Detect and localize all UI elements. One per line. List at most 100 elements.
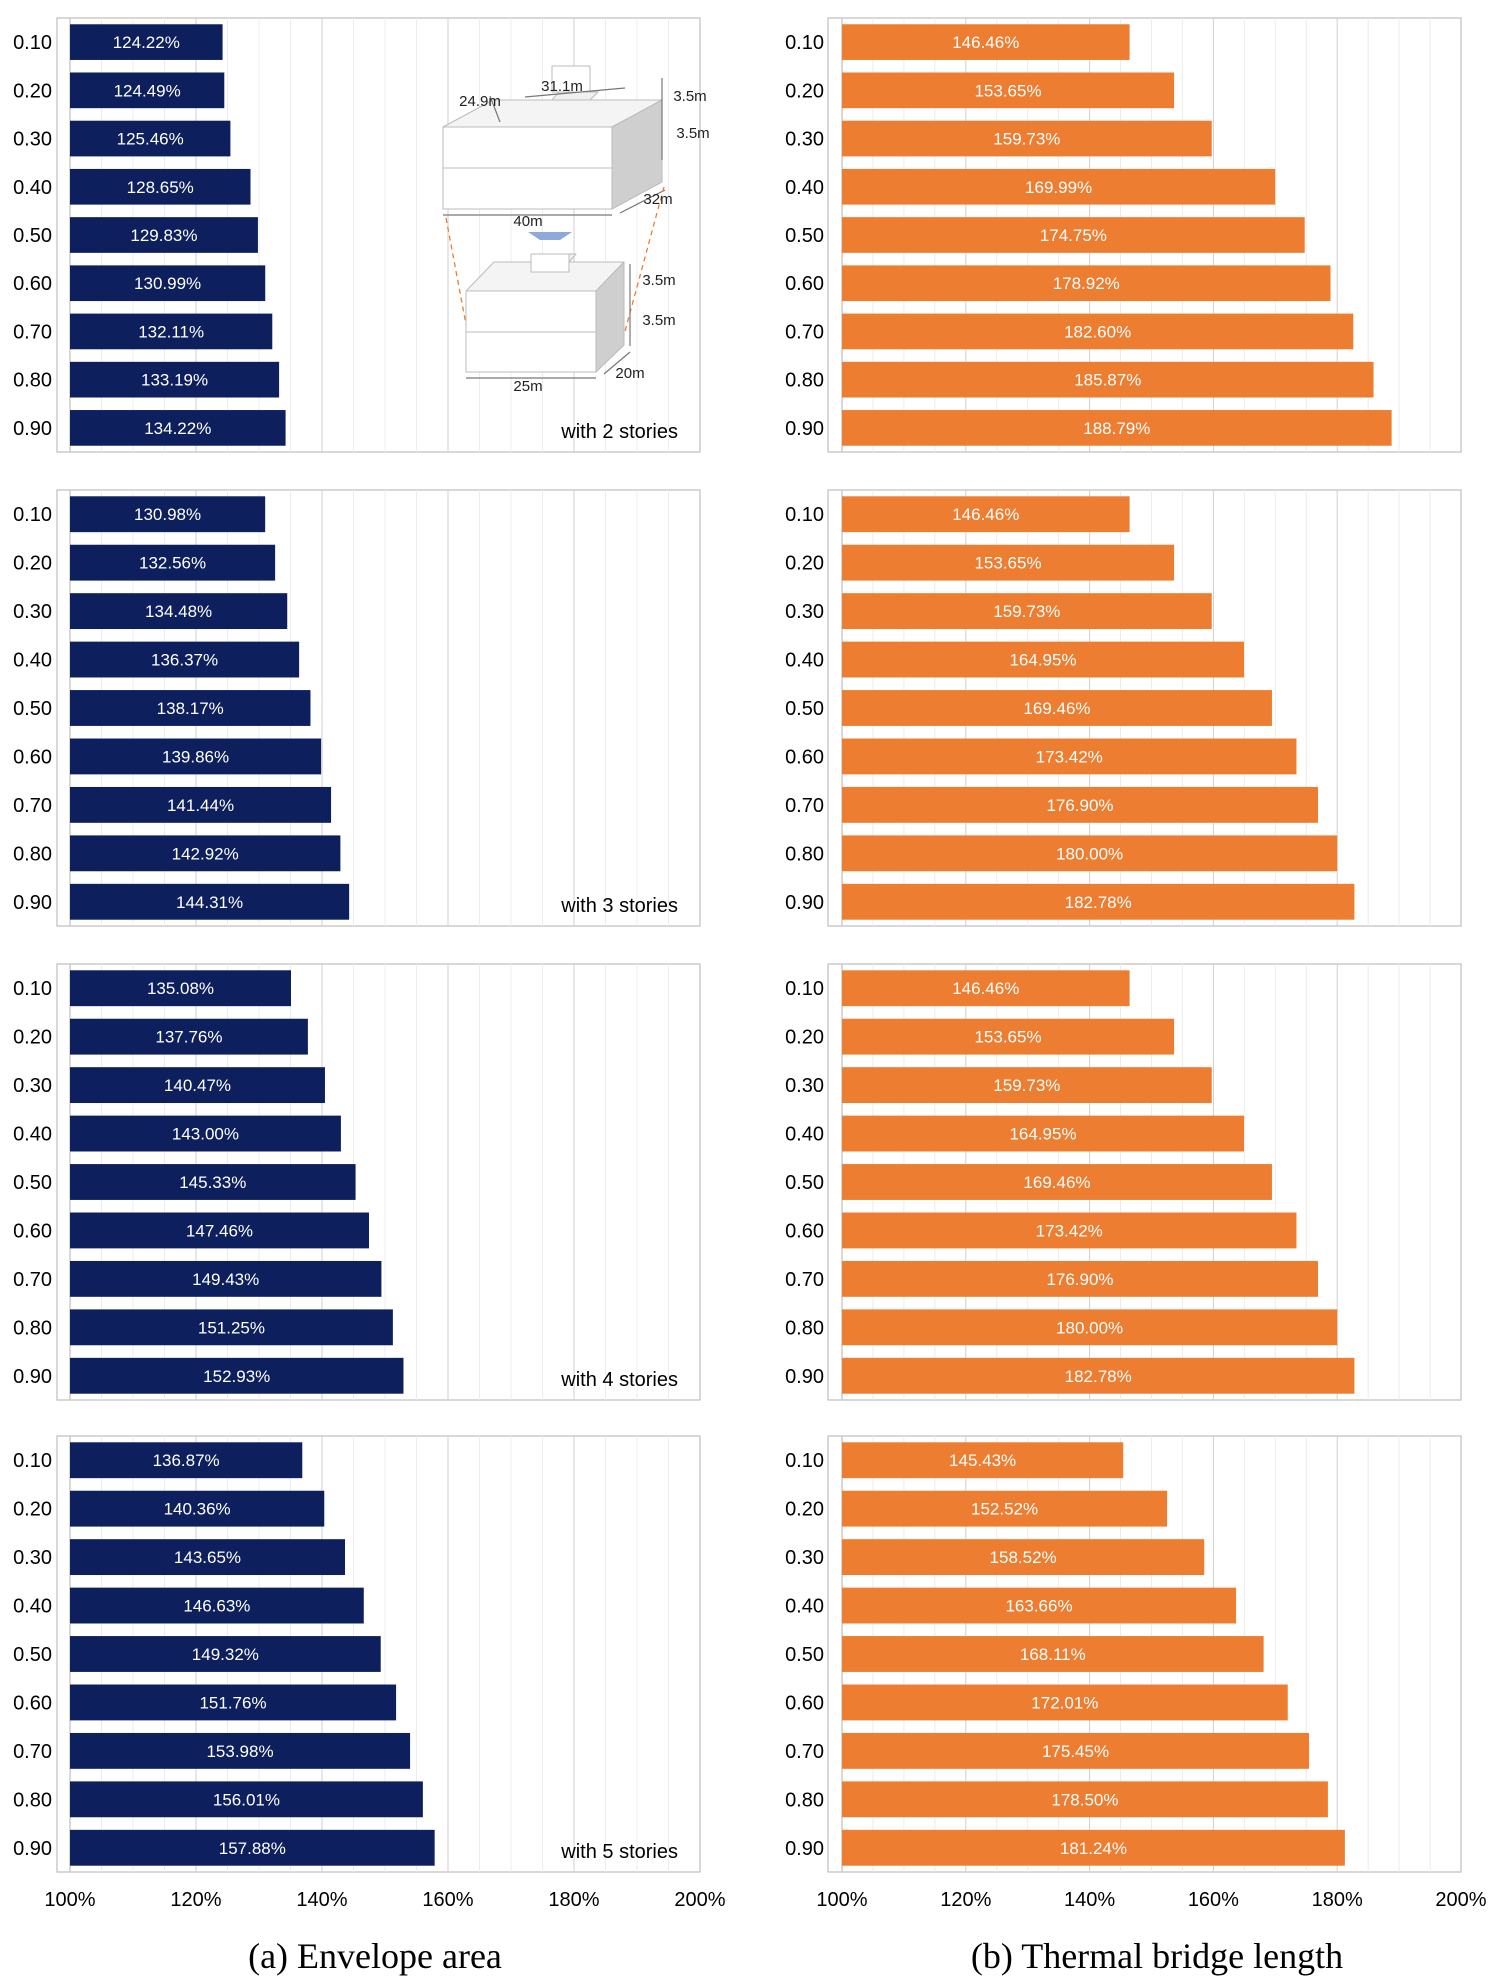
building-inset-diagram: 31.1m 24.9m 3.5m 3.5m 32m 40m 3.5m 3.5m 20m 25m [442, 65, 710, 395]
caption-envelope-area: (a) Envelope area [248, 1936, 502, 1976]
category-label: 0.70 [785, 1269, 824, 1291]
bar [842, 496, 1130, 533]
bar-data-label: 146.46% [952, 505, 1019, 524]
x-tick-label: 200% [674, 1889, 725, 1911]
bar [70, 1587, 364, 1624]
chart-panel-5: 135.08% 0.10 137.76% 0.20 140.47% 0.30 143.00%… [13, 963, 701, 1401]
bar-data-label: 178.50% [1051, 1790, 1118, 1809]
category-label: 0.80 [13, 1789, 52, 1811]
x-tick-label: 160% [1188, 1889, 1239, 1911]
bar [842, 217, 1305, 253]
bar-data-label: 129.83% [130, 226, 197, 245]
category-label: 0.70 [13, 1741, 52, 1763]
bar [70, 1018, 308, 1055]
bar-data-label: 145.43% [949, 1451, 1016, 1470]
category-label: 0.60 [785, 1220, 824, 1242]
bar [842, 690, 1272, 726]
bar-data-label: 142.92% [172, 844, 239, 863]
category-label: 0.10 [785, 32, 824, 54]
bar-data-label: 153.98% [206, 1742, 273, 1761]
bar-data-label: 172.01% [1031, 1693, 1098, 1712]
bar [70, 313, 273, 350]
category-label: 0.60 [13, 746, 52, 768]
bar-data-label: 159.73% [993, 130, 1060, 149]
bar-data-label: 139.86% [162, 747, 229, 766]
category-label: 0.70 [785, 795, 824, 817]
bar [842, 1442, 1124, 1479]
bar [70, 1539, 345, 1576]
caption-thermal-bridge-length: (b) Thermal bridge length [971, 1936, 1343, 1976]
category-label: 0.10 [13, 978, 52, 1000]
bar-data-label: 156.01% [213, 1790, 280, 1809]
bar-data-label: 153.65% [974, 81, 1041, 100]
bar [70, 1260, 382, 1297]
bar-data-label: 132.56% [139, 554, 206, 573]
stories-annotation: with 5 stories [560, 1841, 678, 1863]
dimension-label: 25m [513, 378, 542, 395]
category-label: 0.20 [785, 80, 824, 102]
plot-frame [56, 17, 701, 453]
bar [842, 738, 1297, 775]
bar-data-label: 157.88% [219, 1839, 286, 1858]
bar-data-label: 158.52% [990, 1548, 1057, 1567]
bar [842, 786, 1319, 823]
category-label: 0.40 [785, 1124, 824, 1146]
bar [842, 1684, 1288, 1721]
chart-panel-6: 146.46% 0.10 153.65% 0.20 159.73% 0.30 164.95%… [785, 963, 1462, 1401]
dimension-label: 20m [615, 365, 644, 382]
bar-data-label: 141.44% [167, 796, 234, 815]
lower-building [465, 253, 631, 379]
bar [842, 72, 1175, 109]
category-label: 0.80 [785, 370, 824, 392]
bar [842, 24, 1130, 60]
bar [70, 1357, 404, 1394]
category-label: 0.80 [785, 1317, 824, 1339]
dimension-label: 40m [513, 213, 542, 230]
category-label: 0.90 [13, 892, 52, 914]
bar-data-label: 169.46% [1023, 699, 1090, 718]
category-label: 0.60 [785, 746, 824, 768]
chart-panel-3: 130.98% 0.10 132.56% 0.20 134.48% 0.30 136.37%… [13, 489, 701, 927]
bar [70, 786, 332, 823]
bar [842, 544, 1175, 581]
category-label: 0.30 [785, 601, 824, 623]
category-label: 0.70 [13, 1269, 52, 1291]
bar-data-label: 143.00% [172, 1125, 239, 1144]
bar [70, 738, 322, 775]
bar-data-label: 136.87% [153, 1451, 220, 1470]
bar [842, 1829, 1345, 1866]
bar-data-label: 145.33% [179, 1173, 246, 1192]
chart-panel-8: 145.43% 0.10 152.52% 0.20 158.52% 0.30 163.66%… [785, 1435, 1487, 1911]
stories-annotation: with 3 stories [560, 895, 678, 917]
category-label: 0.30 [785, 1075, 824, 1097]
category-label: 0.50 [13, 1644, 52, 1666]
bar [70, 1309, 393, 1346]
category-label: 0.90 [785, 1838, 824, 1860]
x-tick-label: 180% [1312, 1889, 1363, 1911]
category-label: 0.80 [13, 1317, 52, 1339]
category-label: 0.80 [785, 843, 824, 865]
stories-annotation: with 4 stories [560, 1369, 678, 1391]
arrow-icon [528, 232, 572, 240]
bar [70, 1636, 381, 1672]
bar-data-label: 133.19% [141, 371, 208, 390]
plot-frame [56, 1435, 701, 1873]
category-label: 0.80 [13, 843, 52, 865]
bar [842, 1115, 1245, 1152]
bar [70, 641, 300, 678]
bar [842, 593, 1212, 630]
bar [70, 1684, 397, 1721]
category-label: 0.20 [13, 553, 52, 575]
bar [70, 1067, 325, 1104]
bar-data-label: 149.43% [192, 1270, 259, 1289]
bar [70, 496, 266, 533]
bar-data-label: 174.75% [1040, 226, 1107, 245]
bar-data-label: 169.99% [1025, 178, 1092, 197]
bar [70, 1829, 435, 1866]
plot-frame [827, 17, 1462, 453]
category-label: 0.50 [785, 1644, 824, 1666]
category-label: 0.40 [13, 650, 52, 672]
bar-data-label: 173.42% [1036, 747, 1103, 766]
category-label: 0.60 [13, 273, 52, 295]
category-label: 0.40 [785, 650, 824, 672]
